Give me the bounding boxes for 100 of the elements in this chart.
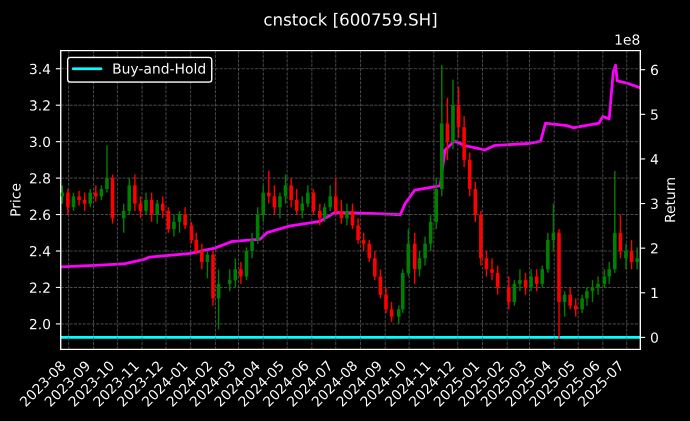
candlestick [590, 279, 594, 303]
candlestick [362, 232, 366, 252]
candlestick [490, 258, 494, 281]
candlestick [580, 294, 584, 314]
candlestick [100, 184, 104, 201]
candlestick [345, 202, 349, 226]
candlestick [206, 250, 210, 280]
candlestick [423, 236, 427, 266]
candlestick [350, 202, 354, 230]
y-tick-label: 2.6 [30, 210, 50, 220]
candlestick [150, 192, 154, 223]
y-tick-label: 2.2 [30, 282, 50, 293]
candlestick [194, 232, 198, 256]
candlestick [624, 243, 628, 270]
y-tick-label: 3.4 [30, 64, 50, 74]
candlestick [367, 239, 372, 263]
candlestick [306, 184, 310, 208]
candlestick [133, 174, 137, 212]
candlestick [529, 268, 533, 292]
candlestick [122, 202, 126, 234]
candlestick [534, 268, 538, 292]
candlestick [155, 199, 159, 224]
candlestick [524, 272, 528, 296]
candlestick [328, 184, 332, 212]
candlestick [518, 268, 522, 292]
candlestick [234, 258, 238, 288]
candlestick [630, 239, 634, 270]
candlestick [200, 243, 204, 270]
candlestick [456, 86, 460, 139]
candlestick [552, 202, 556, 252]
y-axis-title: Price [10, 184, 21, 216]
candlestick [183, 206, 187, 230]
y2-tick-label: 6 [651, 64, 658, 76]
candlestick [496, 264, 500, 296]
candlestick [261, 184, 266, 223]
candlestick [428, 214, 432, 252]
candlestick [66, 188, 70, 216]
candlestick [318, 202, 322, 226]
candlestick [334, 177, 338, 216]
y-tick-label: 3.2 [30, 100, 50, 111]
candlestick [446, 97, 450, 161]
candlestick [272, 184, 276, 216]
candlestick [190, 221, 194, 244]
y2-axis-title: Return [664, 178, 676, 222]
candlestick [289, 177, 293, 208]
legend-label: Buy-and-Hold [113, 63, 205, 76]
candlestick [602, 268, 606, 288]
candlestick [607, 261, 612, 285]
candlestick [138, 196, 142, 219]
candlestick [216, 268, 220, 330]
candlestick [378, 268, 382, 300]
candlestick [373, 250, 377, 281]
candlestick [160, 196, 165, 219]
candlestick [574, 298, 578, 318]
candlestick [568, 286, 572, 310]
candlestick [635, 246, 639, 270]
y2-tick-label: 5 [651, 109, 658, 120]
candlestick [384, 286, 388, 314]
y-tick-label: 2.0 [30, 318, 50, 330]
candlestick [585, 286, 589, 306]
chart-title: cnstock [600759.SH] [264, 12, 436, 28]
candlestick [300, 196, 304, 219]
candlestick [178, 210, 182, 234]
candlestick [322, 202, 326, 223]
candlestick [94, 184, 98, 202]
candlestick [540, 264, 544, 288]
y2-tick-label: 1 [652, 288, 658, 298]
candlestick [250, 232, 254, 259]
candlestick [105, 144, 109, 194]
candlestick [418, 250, 422, 278]
candlestick [484, 250, 488, 278]
candlestick [312, 188, 316, 216]
candlestick [172, 214, 176, 238]
candlestick [144, 192, 148, 216]
candlestick [278, 192, 282, 219]
candlestick [294, 188, 298, 216]
candlestick [390, 301, 394, 323]
candlestick [72, 192, 76, 212]
candlestick [340, 199, 344, 224]
candlestick [356, 218, 360, 244]
candlestick [77, 190, 81, 206]
candlestick [267, 170, 271, 204]
candlestick [562, 290, 566, 318]
candlestick [596, 276, 600, 296]
candlestick [618, 214, 622, 259]
y2-tick-label: 0 [650, 332, 658, 343]
y-tick-label: 2.8 [30, 173, 50, 184]
candlestick [60, 184, 64, 204]
candlestick [239, 261, 243, 285]
candlestick [88, 188, 92, 208]
y-tick-label: 2.4 [30, 246, 50, 256]
y-tick-label: 3.0 [30, 136, 50, 148]
candlestick [284, 174, 288, 204]
y2-tick-label: 2 [651, 243, 658, 254]
candlestick [228, 268, 232, 292]
y2-tick-label: 4 [650, 154, 658, 164]
candlestick [82, 192, 86, 212]
candlestick [512, 279, 516, 306]
y2-tick-label: 3 [651, 198, 658, 210]
line-series [60, 64, 640, 268]
